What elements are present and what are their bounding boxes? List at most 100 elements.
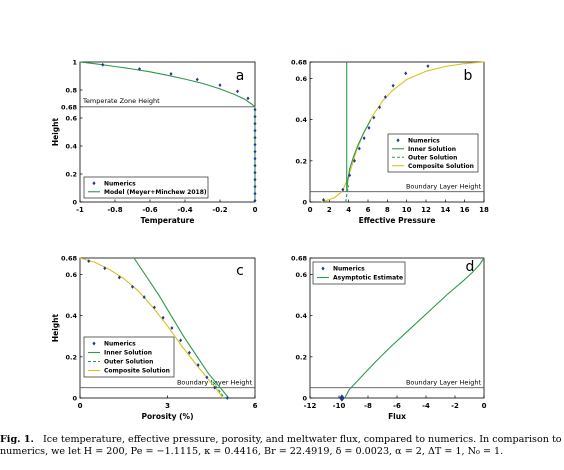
numerics-marker: [205, 375, 209, 380]
numerics-marker: [253, 156, 257, 161]
x-tick-label: 6: [253, 402, 258, 410]
reference-line-label: Boundary Layer Height: [406, 379, 481, 387]
legend-box: [83, 176, 209, 199]
reference-line-label: Temperate Zone Height: [82, 97, 160, 105]
legend-entry: Inner Solution: [408, 146, 456, 153]
numerics-marker: [378, 105, 382, 110]
numerics-marker: [161, 315, 165, 320]
numerics-marker: [253, 142, 257, 147]
y-tick-label: 0.2: [295, 353, 307, 361]
numerics-marker: [213, 385, 217, 390]
x-tick-label: 6: [366, 206, 371, 214]
numerics-marker: [341, 187, 345, 192]
reference-line-label: Boundary Layer Height: [177, 379, 252, 387]
numerics-marker: [253, 163, 257, 168]
x-tick-label: 0: [253, 206, 258, 214]
outer-solution-line: [212, 381, 227, 399]
composite-solution-line: [79, 257, 224, 399]
x-tick-label: -8: [364, 402, 372, 410]
y-tick-label: 0.6: [65, 271, 77, 279]
numerics-marker: [322, 198, 326, 202]
numerics-marker: [404, 71, 408, 76]
numerics-marker: [426, 64, 430, 69]
numerics-marker: [101, 62, 105, 67]
numerics-marker: [372, 115, 376, 120]
y-tick-label: 0.68: [61, 103, 78, 111]
numerics-marker: [357, 146, 361, 151]
x-tick-label: 14: [440, 206, 450, 214]
legend-marker: [396, 138, 400, 143]
numerics-marker: [339, 394, 345, 402]
numerics-marker: [383, 95, 387, 99]
x-tick-label: 16: [460, 206, 470, 214]
numerics-marker: [235, 89, 240, 94]
y-tick-label: 0.4: [295, 116, 307, 124]
y-tick-label: 0.68: [291, 59, 308, 67]
numerics-marker: [253, 198, 257, 203]
y-tick-label: 0.8: [65, 87, 77, 95]
reference-line-label: Boundary Layer Height: [406, 183, 481, 191]
legend-entry: Numerics: [104, 341, 136, 348]
composite-solution-line: [321, 61, 485, 203]
legend-marker: [321, 266, 325, 271]
x-tick-label: 18: [479, 206, 489, 214]
caption-line-2: numerics, we let H = 200, Pe = −1.1115, …: [0, 446, 504, 457]
legend-entry: Asymptotic Estimate: [333, 275, 403, 282]
y-tick-label: 0.6: [295, 75, 307, 83]
numerics-marker: [87, 259, 91, 263]
x-tick-label: -0.6: [142, 206, 157, 214]
numerics-marker: [352, 158, 356, 163]
y-tick-label: 0.6: [65, 115, 77, 123]
numerics-marker: [253, 107, 257, 112]
y-tick-label: 0.6: [295, 271, 307, 279]
x-tick-label: 0: [482, 402, 487, 410]
asymptotic-estimate-line: [344, 257, 485, 399]
numerics-marker: [195, 77, 199, 82]
numerics-marker: [367, 125, 371, 130]
legend-entry: Numerics: [408, 137, 440, 144]
x-tick-label: -12: [304, 402, 317, 410]
y-tick-label: 0.4: [65, 312, 77, 320]
numerics-marker: [187, 350, 191, 355]
numerics-marker: [152, 305, 156, 310]
inner-solution-line: [346, 62, 372, 192]
y-tick-label: 0.2: [65, 171, 77, 179]
numerics-marker: [218, 83, 222, 87]
x-tick-label: 3: [165, 402, 170, 410]
numerics-marker: [253, 149, 257, 154]
panel-letter: c: [236, 263, 244, 279]
numerics-marker: [117, 275, 121, 280]
panel-b-effective-pressure-plot: 0 2 4 6 8 10 12 14 16 18 0 0.2 0.4 0.6 0.68 Effective P…: [291, 59, 489, 226]
y-tick-label: 0.2: [295, 157, 307, 165]
numerics-marker: [196, 363, 200, 367]
outer-solution-line: [345, 185, 350, 203]
legend-marker: [92, 341, 96, 346]
model-meyer-minchew-line: [79, 61, 256, 202]
numerics-marker: [170, 326, 174, 330]
x-tick-label: -10: [333, 402, 346, 410]
y-axis-label: Height: [51, 117, 60, 146]
x-tick-label: -4: [422, 402, 430, 410]
panel-letter: d: [466, 259, 475, 275]
y-tick-label: 0.2: [65, 353, 77, 361]
numerics-marker: [253, 128, 257, 133]
x-tick-label: -0.2: [212, 206, 227, 214]
x-axis-label: Effective Pressure: [359, 216, 436, 225]
x-tick-label: 12: [421, 206, 431, 214]
panel-letter: b: [464, 68, 473, 84]
x-tick-label: 8: [385, 206, 390, 214]
y-axis-label: Height: [51, 313, 60, 342]
y-tick-label: 0: [72, 395, 77, 403]
numerics-marker: [225, 396, 229, 400]
numerics-marker: [103, 266, 107, 271]
x-tick-label: 4: [346, 206, 351, 214]
numerics-marker: [391, 83, 395, 88]
y-tick-label: 0: [302, 395, 307, 403]
y-tick-label: 0: [302, 199, 307, 207]
numerics-marker: [246, 96, 250, 101]
x-tick-label: -6: [393, 402, 401, 410]
x-tick-label: -2: [451, 402, 459, 410]
legend-entry: Composite Solution: [104, 368, 170, 375]
legend-entry: Composite Solution: [408, 163, 474, 170]
x-tick-label: -1: [76, 206, 84, 214]
